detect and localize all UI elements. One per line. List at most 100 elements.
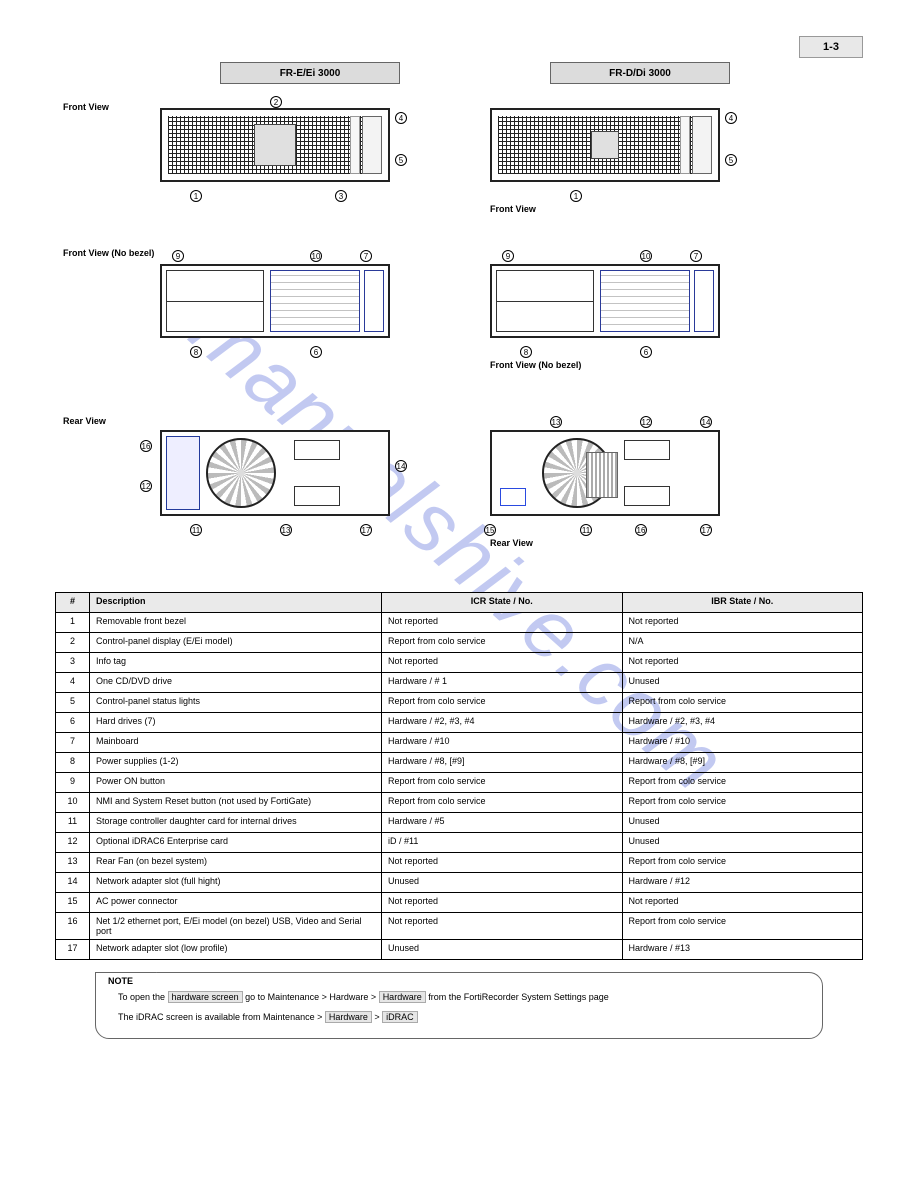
table-row: 6Hard drives (7)Hardware / #2, #3, #4Har… — [56, 713, 863, 733]
cell-desc: Control-panel display (E/Ei model) — [90, 633, 382, 653]
cell-ibr: Report from colo service — [622, 773, 863, 793]
note-hl: Hardware — [325, 1011, 372, 1023]
cell-num: 10 — [56, 793, 90, 813]
table-row: 4One CD/DVD driveHardware / # 1Unused — [56, 673, 863, 693]
cell-icr: Not reported — [382, 913, 623, 940]
callout-num: 14 — [700, 416, 712, 428]
label-front-no-bezel-r: Front View (No bezel) — [490, 360, 581, 370]
note-p1c: from the FortiRecorder System Settings p… — [426, 992, 609, 1002]
cell-desc: NMI and System Reset button (not used by… — [90, 793, 382, 813]
table-row: 12Optional iDRAC6 Enterprise cardiD / #1… — [56, 833, 863, 853]
cell-icr: iD / #11 — [382, 833, 623, 853]
cell-desc: Network adapter slot (full hight) — [90, 873, 382, 893]
cell-icr: Hardware / #5 — [382, 813, 623, 833]
parts-table: # Description ICR State / No. IBR State … — [55, 592, 863, 960]
rear-slot-full — [624, 440, 670, 460]
cell-icr: Not reported — [382, 613, 623, 633]
cell-desc: Power ON button — [90, 773, 382, 793]
table-row: 14Network adapter slot (full hight)Unuse… — [56, 873, 863, 893]
callout-num: 8 — [520, 346, 532, 358]
callout-num: 3 — [335, 190, 347, 202]
table-row: 10NMI and System Reset button (not used … — [56, 793, 863, 813]
callout-num: 13 — [550, 416, 562, 428]
device-rear-left — [160, 430, 390, 516]
cell-ibr: Report from colo service — [622, 913, 863, 940]
callout-num: 9 — [172, 250, 184, 262]
table-row: 13Rear Fan (on bezel system)Not reported… — [56, 853, 863, 873]
model-title-left: FR-E/Ei 3000 — [220, 62, 400, 84]
callout-num: 2 — [270, 96, 282, 108]
parts-table-body: 1Removable front bezelNot reportedNot re… — [56, 613, 863, 960]
right-front-device-wrap: 4 5 1 Front View — [490, 108, 790, 182]
device-mid-left — [160, 264, 390, 338]
cell-desc: Storage controller daughter card for int… — [90, 813, 382, 833]
callout-num: 11 — [190, 524, 202, 536]
control-panel — [254, 124, 296, 166]
note-p1: To open the hardware screen go to Mainte… — [118, 991, 800, 1005]
rear-slot-low — [624, 486, 670, 506]
table-row: 5Control-panel status lightsReport from … — [56, 693, 863, 713]
cell-desc: Info tag — [90, 653, 382, 673]
table-header-row: # Description ICR State / No. IBR State … — [56, 593, 863, 613]
callout-num: 1 — [190, 190, 202, 202]
status-lights-panel — [680, 116, 690, 174]
cell-icr: Hardware / #8, [#9] — [382, 753, 623, 773]
cell-ibr: Report from colo service — [622, 853, 863, 873]
cell-icr: Hardware / # 1 — [382, 673, 623, 693]
note-p1a: To open the — [118, 992, 168, 1002]
cell-num: 4 — [56, 673, 90, 693]
cell-icr: Hardware / #10 — [382, 733, 623, 753]
cell-num: 8 — [56, 753, 90, 773]
cell-desc: Removable front bezel — [90, 613, 382, 633]
psu-bays — [496, 270, 594, 332]
col-ibr: IBR State / No. — [622, 593, 863, 613]
device-mid-right — [490, 264, 720, 338]
table-row: 3Info tagNot reportedNot reported — [56, 653, 863, 673]
col-icr: ICR State / No. — [382, 593, 623, 613]
cell-icr: Hardware / #2, #3, #4 — [382, 713, 623, 733]
parts-table-wrap: # Description ICR State / No. IBR State … — [55, 592, 863, 960]
left-rear-device-wrap: 16 12 11 13 17 14 — [160, 430, 460, 516]
rear-io-panel — [166, 436, 200, 510]
callout-num: 5 — [395, 154, 407, 166]
right-rear-device-wrap: 13 12 14 15 11 16 17 Rear View — [490, 430, 790, 516]
table-row: 7MainboardHardware / #10Hardware / #10 — [56, 733, 863, 753]
cell-num: 15 — [56, 893, 90, 913]
table-row: 17Network adapter slot (low profile)Unus… — [56, 940, 863, 960]
note-hl: iDRAC — [382, 1011, 418, 1023]
cell-desc: Net 1/2 ethernet port, E/Ei model (on be… — [90, 913, 382, 940]
note-label: NOTE — [95, 972, 165, 990]
left-front-device-wrap: 1 2 3 4 5 — [160, 108, 460, 182]
callout-num: 9 — [502, 250, 514, 262]
right-mid-device-wrap: 9 10 7 6 8 Front View (No bezel) — [490, 264, 790, 338]
note-p1b: go to Maintenance > Hardware > — [243, 992, 379, 1002]
callout-num: 6 — [310, 346, 322, 358]
table-row: 8Power supplies (1-2)Hardware / #8, [#9]… — [56, 753, 863, 773]
cell-ibr: Report from colo service — [622, 793, 863, 813]
cell-icr: Unused — [382, 940, 623, 960]
cell-icr: Not reported — [382, 893, 623, 913]
callout-num: 12 — [640, 416, 652, 428]
table-row: 15AC power connectorNot reportedNot repo… — [56, 893, 863, 913]
cell-desc: Power supplies (1-2) — [90, 753, 382, 773]
control-panel — [591, 131, 619, 159]
note-hl: hardware screen — [168, 991, 243, 1003]
callout-num: 4 — [395, 112, 407, 124]
cell-desc: Network adapter slot (low profile) — [90, 940, 382, 960]
cell-num: 12 — [56, 833, 90, 853]
cell-num: 2 — [56, 633, 90, 653]
cell-icr: Not reported — [382, 853, 623, 873]
cell-icr: Not reported — [382, 653, 623, 673]
cell-num: 16 — [56, 913, 90, 940]
callout-num: 15 — [484, 524, 496, 536]
cell-num: 3 — [56, 653, 90, 673]
cell-ibr: Hardware / #13 — [622, 940, 863, 960]
model-title-right: FR-D/Di 3000 — [550, 62, 730, 84]
cell-desc: One CD/DVD drive — [90, 673, 382, 693]
cell-ibr: Not reported — [622, 653, 863, 673]
cell-desc: Rear Fan (on bezel system) — [90, 853, 382, 873]
cell-desc: Hard drives (7) — [90, 713, 382, 733]
cell-desc: AC power connector — [90, 893, 382, 913]
page-number: 1-3 — [799, 36, 863, 58]
cell-num: 5 — [56, 693, 90, 713]
